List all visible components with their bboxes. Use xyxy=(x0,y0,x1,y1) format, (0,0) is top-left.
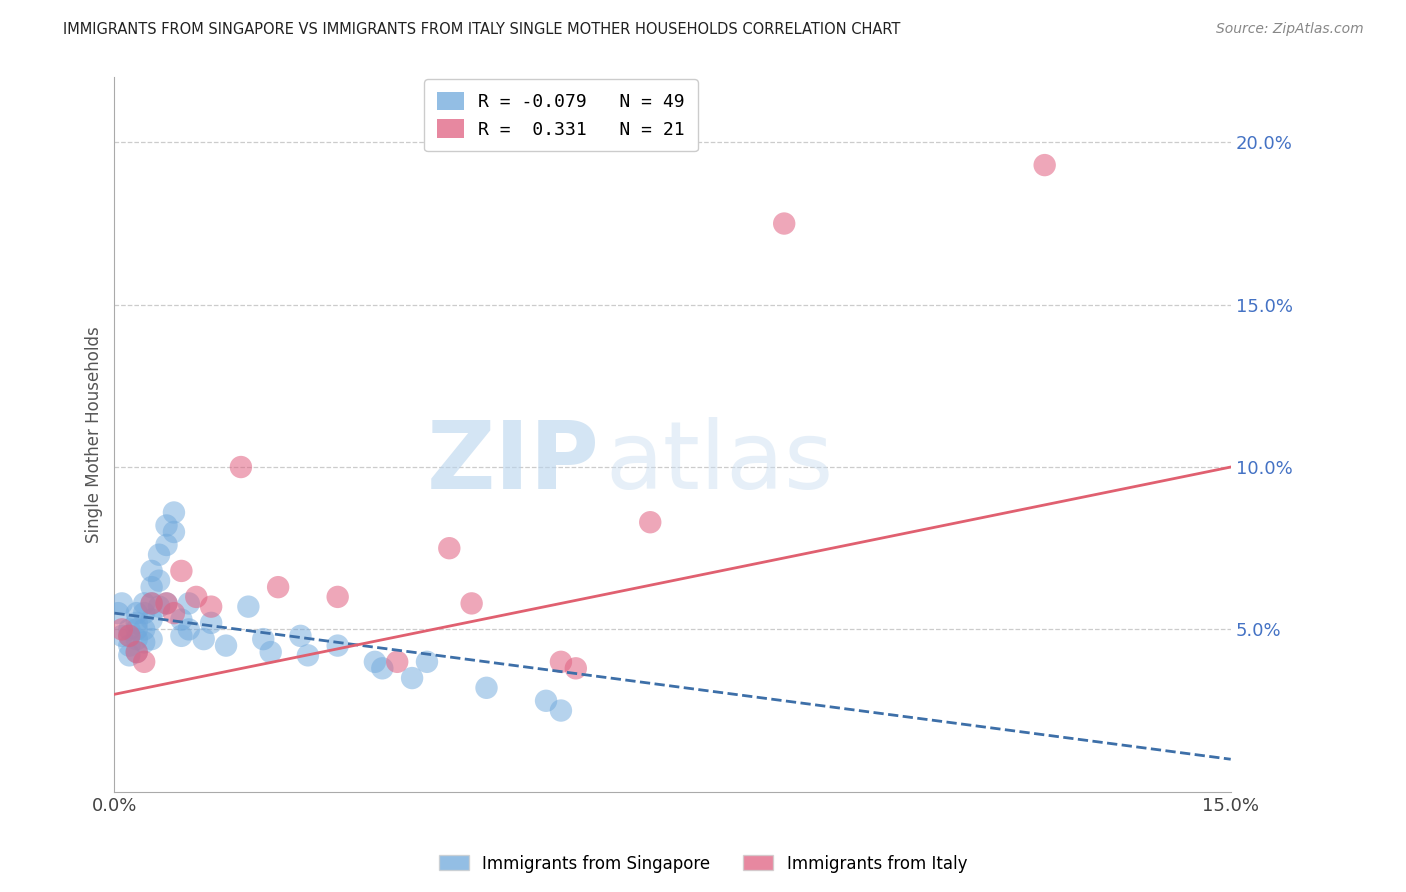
Point xyxy=(439,541,461,556)
Y-axis label: Single Mother Households: Single Mother Households xyxy=(86,326,103,543)
Point xyxy=(387,655,409,669)
Text: IMMIGRANTS FROM SINGAPORE VS IMMIGRANTS FROM ITALY SINGLE MOTHER HOUSEHOLDS CORR: IMMIGRANTS FROM SINGAPORE VS IMMIGRANTS … xyxy=(63,22,901,37)
Point xyxy=(326,590,349,604)
Point xyxy=(155,596,177,610)
Point xyxy=(163,524,186,539)
Point xyxy=(148,548,170,562)
Point xyxy=(550,704,572,718)
Point xyxy=(134,596,156,610)
Point xyxy=(107,606,129,620)
Point xyxy=(125,615,148,630)
Point xyxy=(155,518,177,533)
Point xyxy=(118,623,141,637)
Point xyxy=(267,580,290,594)
Point xyxy=(215,639,238,653)
Legend: Immigrants from Singapore, Immigrants from Italy: Immigrants from Singapore, Immigrants fr… xyxy=(432,848,974,880)
Point xyxy=(111,596,134,610)
Point xyxy=(565,661,588,675)
Point xyxy=(200,615,222,630)
Point xyxy=(141,596,163,610)
Point xyxy=(134,635,156,649)
Point xyxy=(134,655,156,669)
Legend: R = -0.079   N = 49, R =  0.331   N = 21: R = -0.079 N = 49, R = 0.331 N = 21 xyxy=(425,79,697,152)
Point xyxy=(297,648,319,663)
Point xyxy=(238,599,260,614)
Point xyxy=(290,629,312,643)
Text: ZIP: ZIP xyxy=(427,417,600,509)
Point xyxy=(155,596,177,610)
Point xyxy=(177,623,200,637)
Point xyxy=(118,639,141,653)
Point xyxy=(111,623,134,637)
Point xyxy=(141,632,163,646)
Point xyxy=(534,694,557,708)
Point xyxy=(638,515,661,529)
Point xyxy=(371,661,394,675)
Point xyxy=(416,655,439,669)
Point xyxy=(118,629,141,643)
Point xyxy=(773,217,796,231)
Point xyxy=(401,671,423,685)
Point xyxy=(111,629,134,643)
Point xyxy=(141,564,163,578)
Point xyxy=(460,596,482,610)
Point xyxy=(155,538,177,552)
Point xyxy=(170,564,193,578)
Point xyxy=(550,655,572,669)
Point xyxy=(170,629,193,643)
Point xyxy=(125,645,148,659)
Point xyxy=(125,645,148,659)
Point xyxy=(1033,158,1056,172)
Point xyxy=(148,599,170,614)
Point xyxy=(163,606,186,620)
Point xyxy=(364,655,387,669)
Point xyxy=(170,613,193,627)
Point xyxy=(118,629,141,643)
Point xyxy=(200,599,222,614)
Point xyxy=(125,606,148,620)
Point xyxy=(186,590,208,604)
Point xyxy=(326,639,349,653)
Point xyxy=(148,574,170,588)
Point xyxy=(141,613,163,627)
Point xyxy=(134,606,156,620)
Point xyxy=(252,632,274,646)
Point xyxy=(141,596,163,610)
Point xyxy=(125,623,148,637)
Point xyxy=(141,580,163,594)
Point xyxy=(134,623,156,637)
Point xyxy=(163,506,186,520)
Point xyxy=(118,648,141,663)
Text: atlas: atlas xyxy=(606,417,834,509)
Point xyxy=(193,632,215,646)
Point xyxy=(177,596,200,610)
Point xyxy=(475,681,498,695)
Point xyxy=(125,632,148,646)
Point xyxy=(229,460,252,475)
Text: Source: ZipAtlas.com: Source: ZipAtlas.com xyxy=(1216,22,1364,37)
Point xyxy=(260,645,283,659)
